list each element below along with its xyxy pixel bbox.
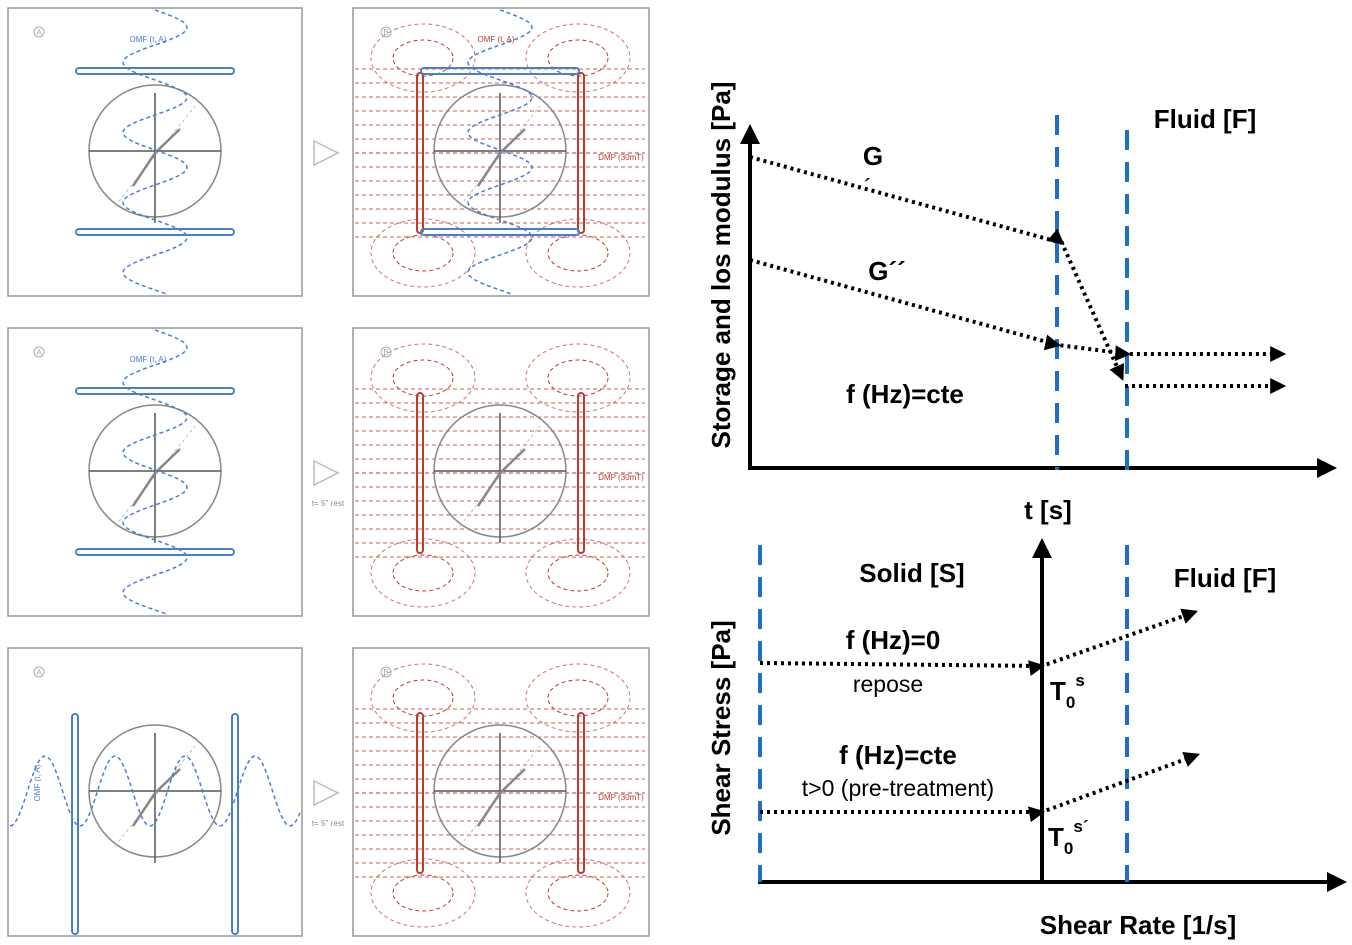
step-note: t= 5'' rest [312,819,345,828]
field-label: OMF (t, A) [33,764,42,801]
vector [131,448,181,507]
yield-label: T0s [1050,671,1085,712]
field-wave [467,9,533,295]
field-loop [547,554,609,592]
condition: f (Hz)=0 [846,625,941,655]
axis-label: Shear Rate [1/s] [1040,910,1237,940]
step-arrow [313,459,340,487]
magnet [577,392,585,554]
yield-sub: 0 [1066,693,1075,712]
magnet [416,72,424,234]
region-label: Fluid [F] [1154,104,1257,134]
magnet [416,392,424,554]
field-wave [9,755,301,827]
curve-label: G´´ [868,256,906,286]
field-loop [547,874,609,912]
field-loop [392,554,454,592]
curve-label: G [863,141,883,171]
yield-sup: s [1075,671,1084,690]
dmp-label: DMP (30mT) [598,473,644,482]
field-wave [122,329,188,615]
panel-label: B [383,28,388,37]
vector [131,768,181,827]
field-loop [392,874,454,912]
field-loop [370,23,476,93]
y-label: Shear Stress [Pa] [706,620,736,835]
field-label: OMF (t, A) [130,355,167,364]
label-circle [380,346,392,358]
magnet [231,713,239,935]
field-wave [122,9,188,295]
label-circle [380,26,392,38]
field-loop [370,343,476,413]
magnet [75,228,235,236]
panels: OMF (t, A) A OMF (t, A) DMP (30mT) B OMF (t, … [7,7,650,937]
yield-sub: 0 [1064,839,1073,858]
label-circle [380,666,392,678]
panel-label: A [36,28,42,37]
vector [131,128,181,187]
label-circle [33,666,45,678]
g-prime-curve [749,155,1125,381]
magnet [420,67,580,75]
curve-label-mark: ´ [864,174,872,200]
top-plot [740,115,1337,478]
condition: f (Hz)=cte [839,740,957,770]
panel-label: B [383,668,388,677]
step-arrow [313,139,340,167]
step-note: t= 5'' rest [312,499,345,508]
g-double-prime-curve [749,258,1287,362]
panel-label: A [36,668,42,677]
magnet [75,548,235,556]
dmp-label: DMP (30mT) [598,153,644,162]
region-label: Fluid [F] [1174,563,1277,593]
vector [476,768,526,827]
vector [476,128,526,187]
stress-curve [760,751,1201,823]
step-arrow [313,779,340,807]
yield-base: T [1050,676,1066,706]
field-loop [525,23,631,93]
bottom-plot [758,538,1347,892]
vector [476,448,526,507]
y-label: Storage and los modulus [Pa] [706,82,736,449]
condition-note: repose [853,671,923,697]
stress-curve [759,608,1199,676]
magnet [577,72,585,234]
condition: f (Hz)=cte [846,379,964,409]
field-label: OMF (t, A) [130,35,167,44]
field-label: OMF (t, A) [478,35,515,44]
yield-base: T [1048,822,1064,852]
panel-label: B [383,348,388,357]
field-loop [370,663,476,733]
panel-label: A [36,348,42,357]
yield-label: T0s´ [1048,817,1088,858]
magnet [416,712,424,874]
yield-sup: s´ [1073,817,1088,836]
axis-label: t [s] [1024,495,1072,525]
magnet [75,387,235,395]
magnet [71,713,79,935]
field-loop [525,343,631,413]
dmp-label: DMP (30mT) [598,793,644,802]
magnet [420,228,580,236]
magnet [577,712,585,874]
label-circle [33,346,45,358]
condition-note: t>0 (pre-treatment) [802,775,994,801]
field-loop [525,663,631,733]
label-circle [33,26,45,38]
magnet [75,67,235,75]
region-label: Solid [S] [859,558,964,588]
